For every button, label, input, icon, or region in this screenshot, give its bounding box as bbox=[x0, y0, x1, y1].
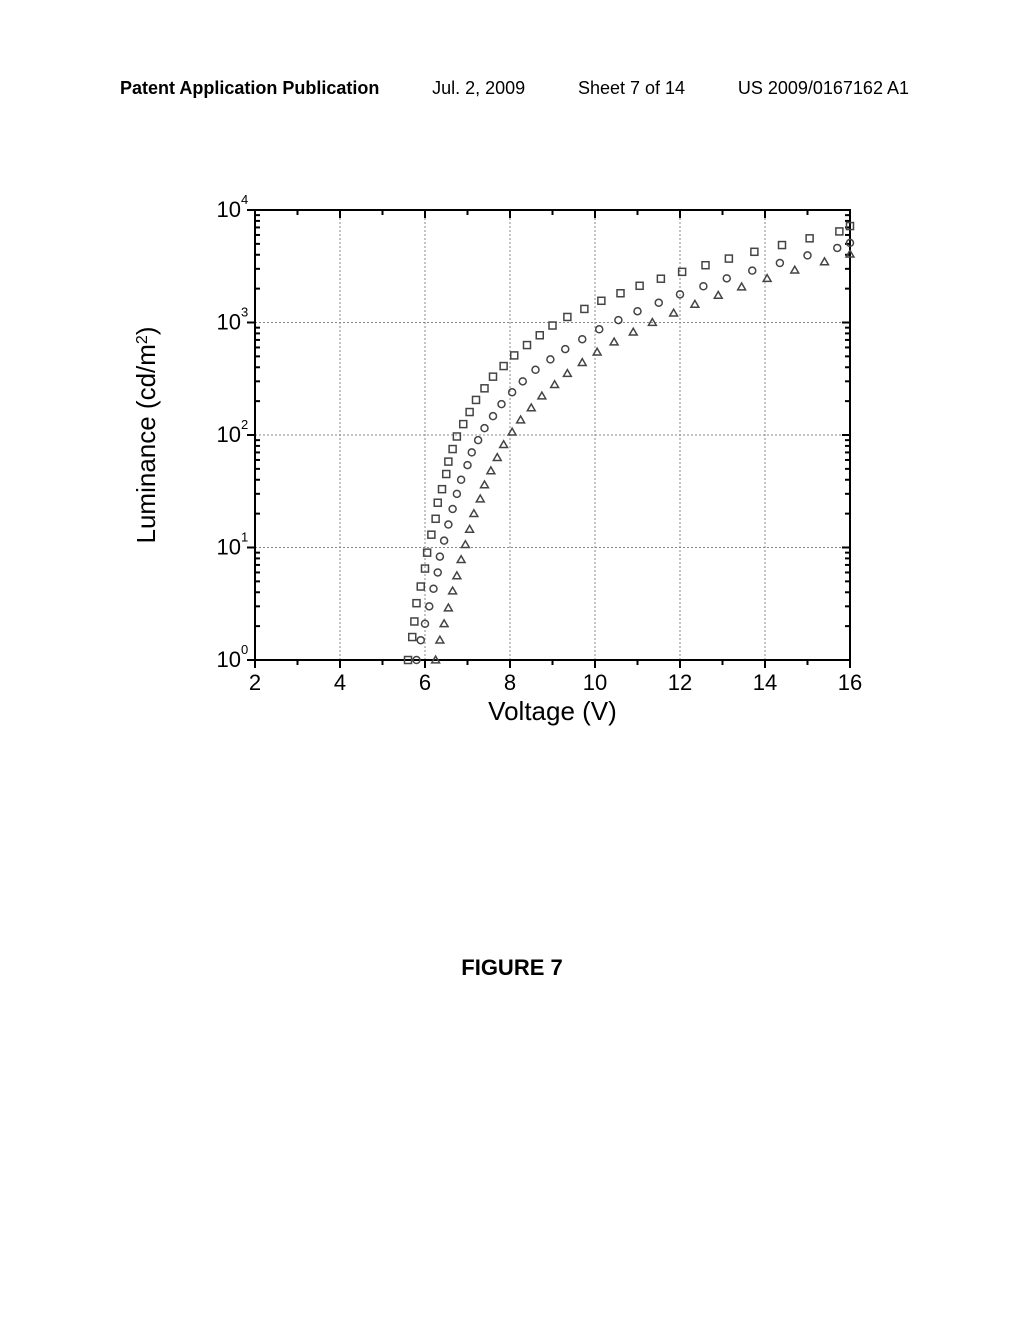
svg-text:12: 12 bbox=[668, 670, 692, 695]
pub-number: US 2009/0167162 A1 bbox=[738, 78, 909, 99]
figure-caption: FIGURE 7 bbox=[0, 955, 1024, 981]
page-header: Patent Application Publication Jul. 2, 2… bbox=[0, 78, 1024, 99]
svg-text:3: 3 bbox=[241, 305, 248, 320]
pub-date: Jul. 2, 2009 bbox=[432, 78, 525, 99]
svg-text:Luminance (cd/m2): Luminance (cd/m2) bbox=[131, 327, 161, 544]
luminance-voltage-chart: 246810121416100101102103104 Voltage (V)L… bbox=[110, 180, 910, 740]
svg-text:Voltage (V): Voltage (V) bbox=[488, 696, 617, 726]
svg-text:10: 10 bbox=[217, 422, 241, 447]
svg-text:0: 0 bbox=[241, 642, 248, 657]
svg-text:10: 10 bbox=[217, 197, 241, 222]
svg-text:16: 16 bbox=[838, 670, 862, 695]
svg-text:10: 10 bbox=[217, 535, 241, 560]
pub-type: Patent Application Publication bbox=[120, 78, 379, 99]
svg-text:2: 2 bbox=[241, 417, 248, 432]
svg-text:10: 10 bbox=[217, 647, 241, 672]
svg-text:14: 14 bbox=[753, 670, 777, 695]
sheet-number: Sheet 7 of 14 bbox=[578, 78, 685, 99]
svg-text:1: 1 bbox=[241, 530, 248, 545]
svg-text:8: 8 bbox=[504, 670, 516, 695]
svg-text:10: 10 bbox=[583, 670, 607, 695]
svg-text:4: 4 bbox=[334, 670, 346, 695]
svg-text:6: 6 bbox=[419, 670, 431, 695]
svg-text:2: 2 bbox=[249, 670, 261, 695]
chart-svg: 246810121416100101102103104 Voltage (V)L… bbox=[110, 180, 910, 740]
svg-text:10: 10 bbox=[217, 310, 241, 335]
svg-text:4: 4 bbox=[241, 192, 248, 207]
